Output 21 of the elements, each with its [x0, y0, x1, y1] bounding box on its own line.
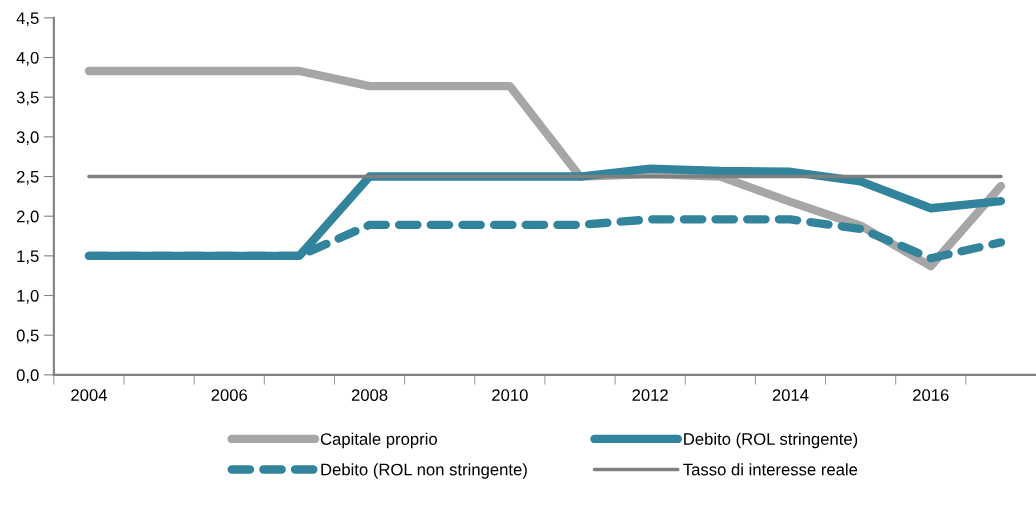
legend-label: Debito (ROL non stringente) — [321, 463, 527, 479]
y-tick-label: 0,5 — [16, 329, 39, 344]
x-tick-label: 2014 — [772, 389, 809, 401]
x-tick-label: 2006 — [211, 389, 248, 401]
x-tick-label: 2016 — [913, 389, 949, 401]
y-tick-label: 1,0 — [17, 289, 39, 304]
y-tick-label: 4,0 — [16, 51, 39, 66]
legend-label: Capitale proprio — [320, 432, 437, 449]
y-tick-label: 3,0 — [16, 131, 39, 146]
x-tick-label: 2008 — [351, 389, 388, 401]
y-tick-label: 2,0 — [16, 210, 39, 225]
legend-label: Debito (ROL stringente) — [684, 432, 858, 449]
x-tick-label: 2004 — [71, 389, 107, 401]
x-tick-label: 2012 — [632, 389, 668, 401]
y-tick-label: 1,5 — [17, 250, 39, 265]
y-tick-label: 3,5 — [16, 91, 39, 106]
y-tick-label: 2,5 — [16, 170, 39, 185]
legend-label: Tasso di interesse reale — [683, 463, 858, 476]
y-tick-label: 0,0 — [16, 369, 39, 384]
x-tick-label: 2010 — [492, 389, 528, 401]
y-tick-label: 4,5 — [16, 12, 39, 27]
